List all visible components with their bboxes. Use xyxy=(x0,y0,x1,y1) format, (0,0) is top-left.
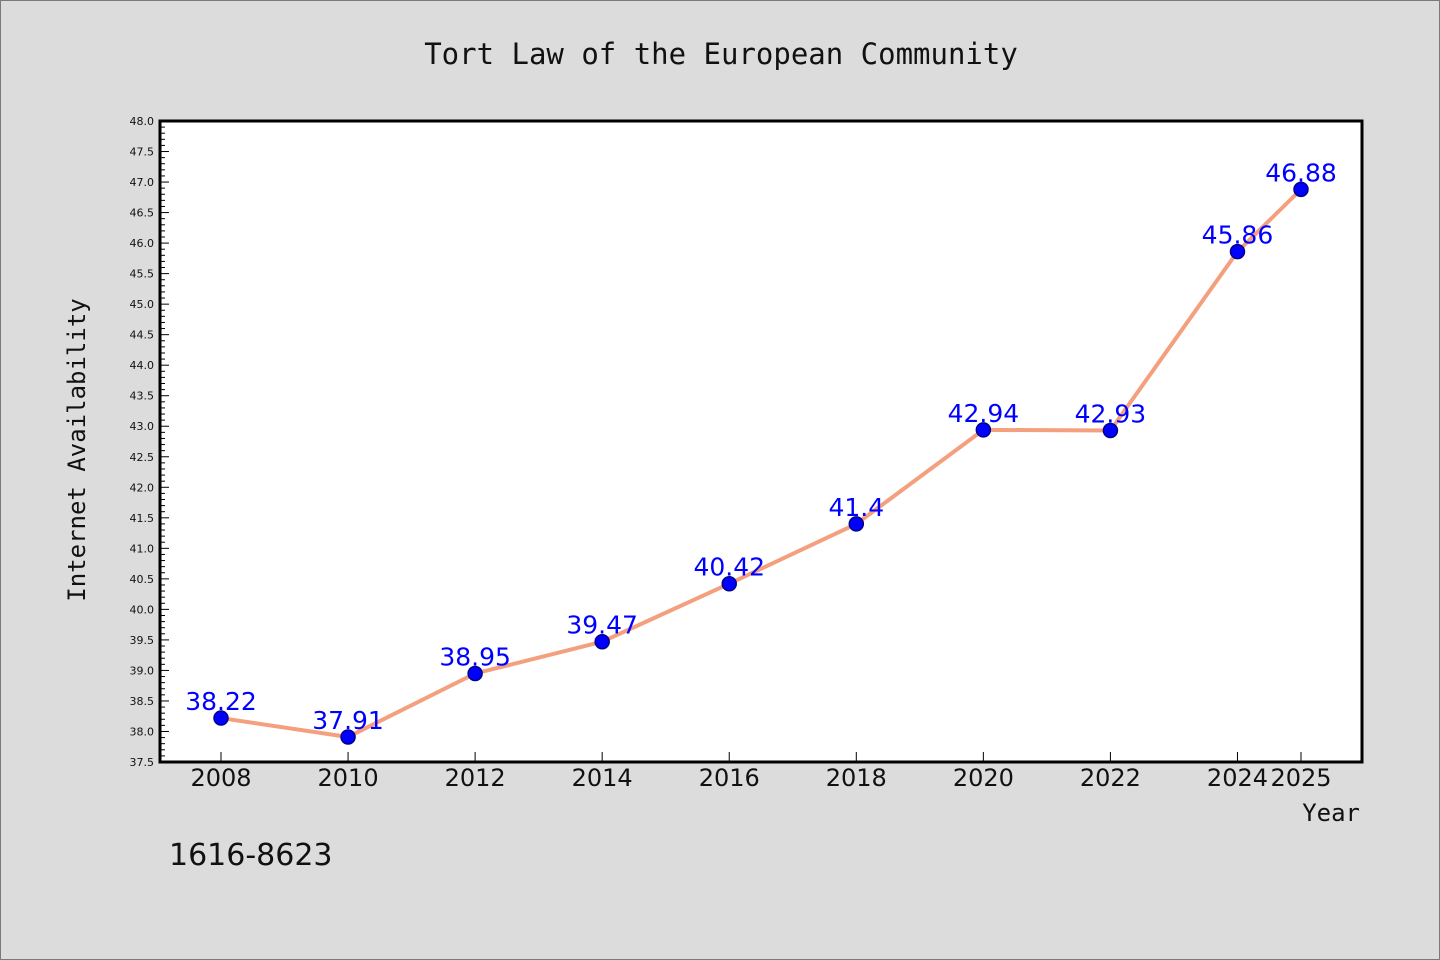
x-tick-label: 2020 xyxy=(953,764,1014,792)
data-labels: 38.22 37.91 38.95 39.47 40.42 41.4 42.94 42.93 4… xyxy=(185,158,1337,735)
data-point-marker xyxy=(594,633,610,650)
y-tick-label: 38.0 xyxy=(130,725,155,738)
x-tick-label: 2010 xyxy=(318,764,379,792)
y-tick-label: 40.0 xyxy=(130,603,155,616)
data-point-label: 38.22 xyxy=(185,687,257,716)
footer-code: 1616-8623 xyxy=(169,838,333,873)
data-point-marker xyxy=(1102,422,1119,439)
chart-title: Tort Law of the European Community xyxy=(424,37,1018,71)
x-axis-ticks: 2008 2010 2012 2014 2016 2018 2020 2022 2024 2025 xyxy=(190,752,1332,792)
data-point-label: 41.4 xyxy=(828,493,884,522)
x-axis-title: Year xyxy=(1302,799,1360,827)
y-tick-label: 39.0 xyxy=(130,664,155,677)
data-point-marker xyxy=(721,575,737,592)
y-tick-label: 42.0 xyxy=(130,481,155,494)
y-tick-label: 43.5 xyxy=(130,390,155,403)
data-point-marker xyxy=(213,710,229,726)
data-point-label: 39.47 xyxy=(566,611,638,640)
y-tick-label: 41.0 xyxy=(130,542,155,555)
x-tick-label: 2022 xyxy=(1080,764,1141,792)
x-tick-label: 2025 xyxy=(1270,764,1331,792)
x-tick-label: 2012 xyxy=(445,764,506,792)
y-tick-label: 43.0 xyxy=(130,420,155,433)
data-point-marker xyxy=(340,729,356,745)
data-point-label: 40.42 xyxy=(693,553,765,582)
data-point-label: 42.94 xyxy=(948,399,1020,428)
y-tick-label: 47.5 xyxy=(130,146,155,159)
y-tick-label: 37.5 xyxy=(130,756,155,769)
y-axis-title: Internet Availability xyxy=(63,298,91,601)
data-point-label: 46.88 xyxy=(1265,158,1337,187)
x-tick-label: 2016 xyxy=(699,764,760,792)
y-tick-label: 42.5 xyxy=(130,451,155,464)
series-markers xyxy=(213,181,1309,745)
data-point-marker xyxy=(848,516,865,532)
x-tick-label: 2024 xyxy=(1207,764,1268,792)
y-tick-label: 41.5 xyxy=(130,512,155,525)
data-point-label: 42.93 xyxy=(1075,400,1147,429)
y-tick-label: 45.0 xyxy=(130,298,155,311)
data-point-marker xyxy=(467,665,483,682)
y-tick-label: 48.0 xyxy=(130,115,155,128)
data-point-label: 38.95 xyxy=(439,642,511,671)
y-tick-label: 45.5 xyxy=(130,268,155,281)
y-axis-ticks: 37.5 38.0 38.5 39.0 39.5 40.0 40.5 41.0 41.5 42.0… xyxy=(130,115,169,769)
y-tick-label: 44.0 xyxy=(130,359,155,372)
y-tick-label: 47.0 xyxy=(130,176,155,189)
data-point-label: 37.91 xyxy=(312,706,384,735)
y-tick-label: 46.0 xyxy=(130,237,155,250)
series-line xyxy=(219,187,1303,739)
y-tick-label: 38.5 xyxy=(130,695,155,708)
data-point-marker xyxy=(975,422,992,438)
data-point-label: 45.86 xyxy=(1202,221,1274,250)
data-point-marker xyxy=(1229,243,1246,260)
data-point-marker xyxy=(1293,181,1309,198)
y-tick-label: 44.5 xyxy=(130,329,155,342)
y-tick-label: 39.5 xyxy=(130,634,155,647)
y-tick-label: 40.5 xyxy=(130,573,155,586)
y-tick-label: 46.5 xyxy=(130,207,155,220)
plot-area xyxy=(158,119,1364,764)
x-tick-label: 2014 xyxy=(572,764,633,792)
x-tick-label: 2018 xyxy=(826,764,887,792)
x-tick-label: 2008 xyxy=(190,764,251,792)
